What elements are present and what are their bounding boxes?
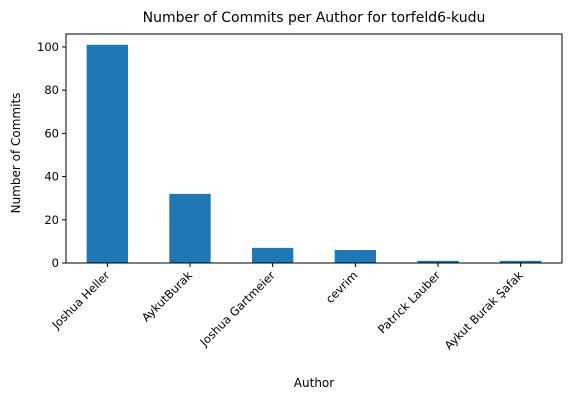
y-axis-label: Number of Commits	[9, 93, 23, 214]
y-axis-ticks: 0 20 40 60 80 100	[37, 40, 66, 270]
x-axis-ticks: Joshua Heller AykutBurak Joshua Gartmeier c…	[48, 263, 526, 352]
y-tick-label: 80	[44, 83, 59, 97]
x-tick-label: Joshua Gartmeier	[196, 268, 278, 350]
bar-aykut-burak-afak	[500, 260, 542, 263]
x-tick-label: Joshua Heller	[48, 268, 112, 332]
bars-group	[86, 44, 542, 264]
x-tick-label: Patrick Lauber	[375, 268, 443, 336]
bar-joshua-gartmeier	[252, 247, 294, 263]
x-tick-label: cevrim	[323, 268, 361, 306]
bar-aykutburak	[169, 193, 211, 263]
y-tick-label: 20	[44, 213, 59, 227]
plot-frame	[65, 33, 563, 264]
x-tick-label: Aykut Burak Şafak	[442, 268, 526, 352]
y-tick-label: 100	[37, 40, 59, 54]
bar-joshua-heller	[86, 44, 128, 264]
y-tick-label: 40	[44, 170, 59, 184]
chart-title: Number of Commits per Author for torfeld…	[143, 10, 486, 26]
y-tick-label: 0	[52, 256, 59, 270]
bar-patrick-lauber	[417, 260, 459, 263]
bar-cevrim	[334, 250, 376, 263]
y-tick-label: 60	[44, 126, 59, 140]
x-axis-label: Author	[294, 376, 334, 390]
x-tick-label: AykutBurak	[139, 268, 196, 325]
